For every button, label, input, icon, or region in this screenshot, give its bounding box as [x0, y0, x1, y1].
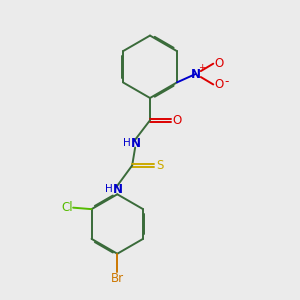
Text: -: - [224, 75, 229, 88]
Text: O: O [214, 57, 223, 70]
Text: H: H [105, 184, 113, 194]
Text: Cl: Cl [61, 201, 73, 214]
Text: N: N [190, 68, 200, 81]
Text: O: O [172, 114, 182, 127]
Text: N: N [113, 183, 123, 196]
Text: H: H [123, 138, 131, 148]
Text: N: N [131, 137, 141, 150]
Text: +: + [198, 63, 206, 72]
Text: O: O [214, 78, 223, 91]
Text: Br: Br [111, 272, 124, 285]
Text: S: S [157, 159, 164, 172]
